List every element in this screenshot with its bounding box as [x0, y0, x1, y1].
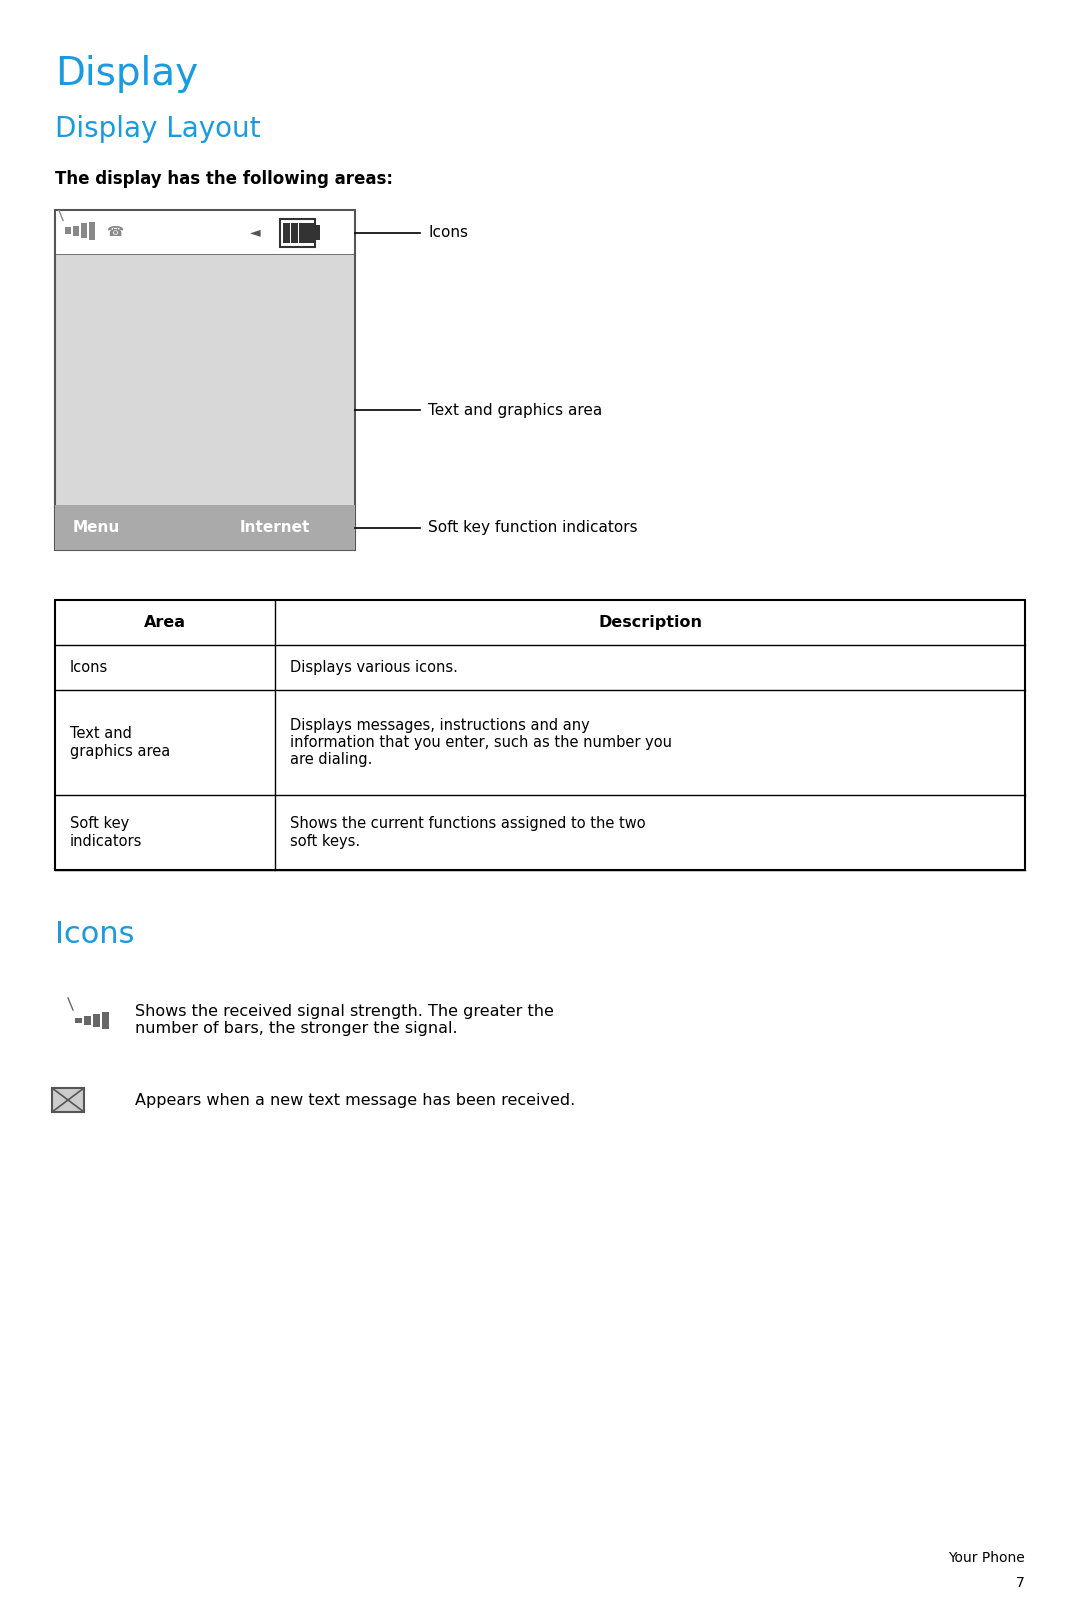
Text: Area: Area [144, 616, 186, 630]
Bar [55, 795, 1025, 870]
Text: Display Layout: Display Layout [55, 115, 260, 143]
Bar [280, 219, 315, 246]
Text: Text and graphics area: Text and graphics area [428, 402, 603, 418]
Bar [55, 505, 355, 551]
Text: Description: Description [598, 616, 702, 630]
Text: Shows the current functions assigned to the two
soft keys.: Shows the current functions assigned to … [291, 816, 646, 849]
Text: Soft key function indicators: Soft key function indicators [428, 520, 637, 535]
Bar [84, 1016, 91, 1024]
Bar [52, 1089, 84, 1111]
Bar [65, 227, 70, 233]
Bar [55, 599, 1025, 645]
Bar [55, 599, 1025, 870]
Bar [55, 211, 355, 551]
Text: Icons: Icons [55, 920, 135, 949]
Text: Shows the received signal strength. The greater the
number of bars, the stronger: Shows the received signal strength. The … [135, 1004, 554, 1037]
Bar [89, 222, 95, 240]
Bar [93, 1014, 99, 1027]
Text: Your Phone: Your Phone [948, 1550, 1025, 1565]
Bar [291, 222, 298, 243]
Bar [55, 645, 1025, 690]
Text: Menu: Menu [73, 520, 120, 535]
Text: Soft key
indicators: Soft key indicators [70, 816, 143, 849]
Bar [283, 222, 291, 243]
Text: Text and
graphics area: Text and graphics area [70, 726, 171, 758]
Text: Icons: Icons [70, 659, 108, 676]
Bar [307, 222, 314, 243]
Text: Icons: Icons [428, 225, 468, 240]
Bar [75, 1017, 81, 1022]
Text: Display: Display [55, 55, 198, 92]
Text: ◄: ◄ [249, 225, 260, 240]
Bar [81, 224, 86, 238]
Text: Appears when a new text message has been received.: Appears when a new text message has been… [135, 1092, 576, 1108]
Bar [315, 225, 320, 240]
Text: Displays various icons.: Displays various icons. [291, 659, 458, 676]
Text: Internet: Internet [240, 520, 310, 535]
Bar [73, 225, 79, 235]
Bar [298, 222, 306, 243]
Bar [55, 690, 1025, 795]
Bar [55, 211, 355, 254]
Text: 7: 7 [1016, 1576, 1025, 1589]
Bar [55, 254, 355, 505]
Text: Displays messages, instructions and any
information that you enter, such as the : Displays messages, instructions and any … [291, 718, 672, 768]
Bar [102, 1011, 108, 1029]
Text: ☎: ☎ [106, 225, 123, 240]
Text: The display has the following areas:: The display has the following areas: [55, 170, 393, 188]
